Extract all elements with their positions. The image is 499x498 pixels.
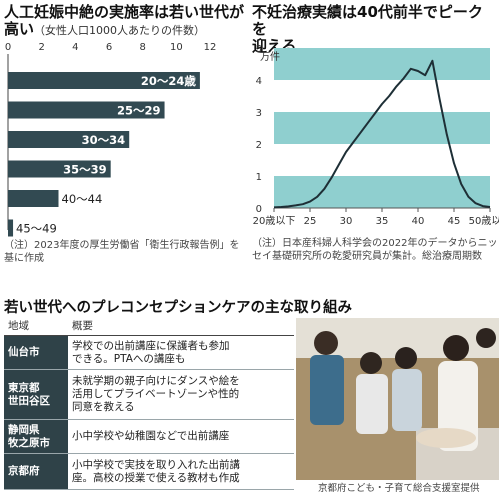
chart-band	[274, 176, 490, 208]
series-line	[273, 59, 491, 209]
chart-band	[274, 112, 490, 144]
section-title: 若い世代へのプレコンセプションケアの主な取り組み	[4, 300, 352, 316]
x-tick-label: 8	[139, 42, 145, 53]
line-chart-title-line1: 不妊治療実績は40代前半でピークを	[252, 3, 483, 38]
bar-category-label: 35～39	[63, 163, 107, 177]
header-desc: 概要	[68, 318, 294, 336]
bar-chart: 0 2 4 6 8 10 12 20～24歳 25～29 30～34 35～39 40～44 45～49	[5, 42, 217, 237]
bar	[8, 219, 14, 237]
region-cell: 京都府	[4, 453, 68, 490]
x-tick-label: 35	[376, 216, 389, 227]
region-cell: 東京都 世田谷区	[4, 369, 68, 420]
desc-cell: 学校での出前講座に保護者も参加 できる。PTAへの講座も	[68, 335, 294, 370]
bar-category-label: 40～44	[62, 192, 103, 206]
x-tick-label: 45	[448, 216, 461, 227]
bar	[8, 160, 111, 178]
x-tick-label: 12	[204, 42, 217, 53]
table-row: 静岡県 牧之原市 小中学校や幼稚園などで出前講座	[4, 419, 294, 454]
bar-chart-title-line1: 人工妊娠中絶の実施率は若い世代が	[4, 3, 245, 21]
bar-category-label: 25～29	[117, 104, 161, 118]
desc-cell: 小中学校や幼稚園などで出前講座	[68, 419, 294, 454]
x-tick-label: 4	[72, 42, 78, 53]
bar-chart-subtitle: （女性人口1000人あたりの件数）	[34, 24, 206, 37]
x-tick-label: 30	[340, 216, 353, 227]
region-cell: 静岡県 牧之原市	[4, 419, 68, 454]
x-tick-label: 25	[304, 216, 317, 227]
chart-band	[274, 48, 490, 80]
x-tick-label: 0	[5, 42, 11, 53]
photo-caption: 京都府こども・子育て総合支援室提供	[318, 483, 480, 494]
y-tick-label: 1	[256, 172, 262, 183]
table-row: 東京都 世田谷区 未就学期の親子向けにダンスや絵を 活用してプライベートゾーンや…	[4, 369, 294, 420]
table-row: 仙台市 学校での出前講座に保護者も参加 できる。PTAへの講座も	[4, 335, 294, 370]
table-row: 京都府 小中学校で実技を取り入れた出前講 座。高校の授業で使える教材も作成	[4, 453, 294, 490]
bar	[8, 131, 130, 148]
y-unit-label: 万件	[260, 51, 280, 63]
x-tick-label: 40	[412, 216, 425, 227]
bar-category-label: 20～24歳	[141, 74, 197, 88]
bar-chart-title: 人工妊娠中絶の実施率は若い世代が 高い（女性人口1000人あたりの件数）	[4, 4, 244, 39]
bar-chart-title-line2: 高い	[4, 20, 35, 38]
x-tick-label: 20歳以下	[253, 215, 296, 227]
y-tick-label: 0	[256, 204, 262, 215]
bar	[8, 101, 165, 119]
x-tick-label: 6	[106, 42, 112, 53]
y-tick-label: 2	[256, 140, 262, 151]
photo-illustration	[296, 318, 499, 480]
desc-cell: 未就学期の親子向けにダンスや絵を 活用してプライベートゾーンや性的 同意を教える	[68, 369, 294, 420]
workshop-photo	[296, 318, 499, 480]
x-tick-label: 50歳以上	[469, 215, 499, 227]
desc-cell: 小中学校で実技を取り入れた出前講 座。高校の授業で使える教材も作成	[68, 453, 294, 490]
bar-category-label: 30～34	[82, 133, 126, 147]
line-chart: 012345万件20歳以下253035404550歳以上	[253, 44, 499, 227]
bar	[8, 72, 200, 89]
initiatives-table: 地域 概要 仙台市 学校での出前講座に保護者も参加 できる。PTAへの講座も 東…	[4, 318, 294, 490]
x-tick-label: 10	[170, 42, 183, 53]
bar	[8, 190, 59, 207]
table-header-row: 地域 概要	[4, 318, 294, 336]
region-cell: 仙台市	[4, 335, 68, 370]
header-region: 地域	[4, 318, 68, 336]
y-tick-label: 5	[256, 44, 262, 55]
line-chart-note: （注）日本産科婦人科学会の2022年のデータからニッセイ基礎研究所の乾愛研究員が…	[252, 238, 498, 262]
y-tick-label: 4	[256, 76, 262, 87]
bar-category-label: 45～49	[16, 222, 57, 236]
x-tick-label: 2	[38, 42, 44, 53]
bar-chart-note: （注）2023年度の厚生労働省「衛生行政報告例」を基に作成	[4, 240, 240, 264]
y-tick-label: 3	[256, 108, 262, 119]
